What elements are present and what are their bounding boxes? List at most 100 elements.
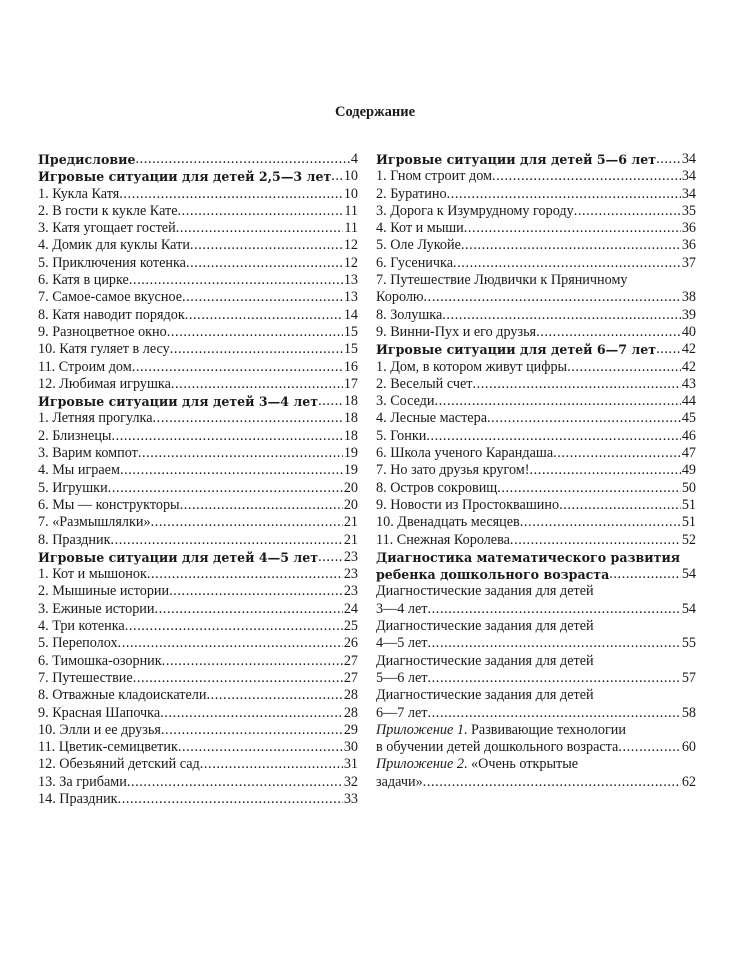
toc-entry[interactable]: 8. Остров сокровищ 50 bbox=[376, 480, 696, 497]
toc-entry[interactable]: 3. Дорога к Изумрудному городу 35 bbox=[376, 203, 696, 220]
toc-entry[interactable]: 6. Мы — конструкторы 20 bbox=[38, 497, 358, 514]
toc-entry[interactable]: 2. Буратино 34 bbox=[376, 186, 696, 203]
toc-entry[interactable]: 4. Лесные мастера 45 bbox=[376, 410, 696, 427]
toc-entry[interactable]: 11. Снежная Королева 52 bbox=[376, 532, 696, 549]
dot-leader bbox=[160, 705, 343, 722]
toc-line: 7. Самое-самое вкусное 13 bbox=[38, 289, 358, 306]
page-number: 42 bbox=[681, 358, 696, 375]
toc-entry[interactable]: 8. Отважные кладоискатели 28 bbox=[38, 687, 358, 704]
toc-entry[interactable]: 5. Игрушки 20 bbox=[38, 480, 358, 497]
toc-entry[interactable]: 9. Винни-Пух и его друзья 40 bbox=[376, 324, 696, 341]
toc-entry[interactable]: 7. Путешествие Людвички к Пряничному Коро… bbox=[376, 272, 696, 307]
toc-entry[interactable]: 4. Мы играем 19 bbox=[38, 462, 358, 479]
toc-entry[interactable]: 1. Гном строит дом 34 bbox=[376, 168, 696, 185]
toc-entry[interactable]: 10. Двенадцать месяцев 51 bbox=[376, 514, 696, 531]
toc-entry[interactable]: Диагностические задания для детей 5—6 лет… bbox=[376, 653, 696, 688]
toc-entry[interactable]: 7. Путешествие 27 bbox=[38, 670, 358, 687]
toc-entry[interactable]: 3. Ежиные истории 24 bbox=[38, 601, 358, 618]
entry-title: 5. Оле Лукойе bbox=[376, 237, 461, 254]
toc-entry[interactable]: Диагностические задания для детей 3—4 лет… bbox=[376, 583, 696, 618]
toc-entry[interactable]: 10. Элли и ее друзья 29 bbox=[38, 722, 358, 739]
toc-entry[interactable]: 8. Катя наводит порядок 14 bbox=[38, 307, 358, 324]
toc-entry[interactable]: 5. Гонки 46 bbox=[376, 428, 696, 445]
entry-title-text: 3. Катя угощает гостей bbox=[38, 220, 176, 237]
toc-entry[interactable]: 9. Красная Шапочка 28 bbox=[38, 705, 358, 722]
toc-entry[interactable]: 8. Золушка 39 bbox=[376, 307, 696, 324]
entry-title-text: . Развивающие технологии bbox=[463, 721, 626, 738]
toc-entry[interactable]: 13. За грибами 32 bbox=[38, 774, 358, 791]
toc-entry[interactable]: Диагностические задания для детей 4—5 лет… bbox=[376, 618, 696, 653]
dot-leader bbox=[618, 739, 680, 756]
entry-title: 6. Катя в цирке bbox=[38, 272, 129, 289]
toc-entry[interactable]: 3. Соседи 44 bbox=[376, 393, 696, 410]
toc-entry[interactable]: 7. «Размышлялки» 21 bbox=[38, 514, 358, 531]
page-number: 20 bbox=[343, 496, 358, 513]
toc-line: Игровые ситуации для детей 2,5—3 лет 10 bbox=[38, 168, 358, 185]
entry-title-text: 1. Кот и мышонок bbox=[38, 566, 147, 583]
toc-section-entry[interactable]: Игровые ситуации для детей 2,5—3 лет 10 bbox=[38, 168, 358, 185]
toc-entry[interactable]: 2. Близнецы 18 bbox=[38, 428, 358, 445]
toc-line: 2. В гости к кукле Кате 11 bbox=[38, 203, 358, 220]
toc-entry[interactable]: Диагностические задания для детей 6—7 лет… bbox=[376, 687, 696, 722]
toc-entry[interactable]: 6. Тимошка-озорник 27 bbox=[38, 653, 358, 670]
toc-entry[interactable]: 11. Строим дом 16 bbox=[38, 359, 358, 376]
toc-entry[interactable]: 9. Разноцветное окно 15 bbox=[38, 324, 358, 341]
entry-title-text: 3. Ежиные истории bbox=[38, 600, 155, 617]
dot-leader bbox=[574, 203, 681, 220]
toc-entry[interactable]: 6. Школа ученого Карандаша 47 bbox=[376, 445, 696, 462]
toc-entry[interactable]: Приложение 1. Развивающие технологии в об… bbox=[376, 722, 696, 757]
toc-section-entry[interactable]: Предисловие 4 bbox=[38, 151, 358, 168]
toc-entry[interactable]: 12. Любимая игрушка 17 bbox=[38, 376, 358, 393]
toc-entry[interactable]: 2. Веселый счет 43 bbox=[376, 376, 696, 393]
toc-entry[interactable]: 1. Кукла Катя 10 bbox=[38, 186, 358, 203]
entry-title-text: 2. Буратино bbox=[376, 185, 447, 202]
toc-entry[interactable]: 5. Приключения котенка 12 bbox=[38, 255, 358, 272]
toc-entry[interactable]: 2. Мышиные истории 23 bbox=[38, 583, 358, 600]
dot-leader bbox=[567, 359, 681, 376]
toc-entry[interactable]: 2. В гости к кукле Кате 11 bbox=[38, 203, 358, 220]
entry-title-text: 7. Но зато друзья кругом! bbox=[376, 462, 530, 479]
entry-title: 5. Приключения котенка bbox=[38, 255, 186, 272]
entry-title-text: 1. Дом, в котором живут цифры bbox=[376, 358, 568, 375]
page-number: 58 bbox=[681, 704, 696, 721]
toc-entry[interactable]: 6. Катя в цирке 13 bbox=[38, 272, 358, 289]
toc-entry[interactable]: 3. Катя угощает гостей 11 bbox=[38, 220, 358, 237]
entry-title: 12. Любимая игрушка bbox=[38, 376, 171, 393]
toc-entry[interactable]: 1. Кот и мышонок 23 bbox=[38, 566, 358, 583]
toc-entry[interactable]: 5. Переполох 26 bbox=[38, 635, 358, 652]
entry-title: 13. За грибами bbox=[38, 774, 127, 791]
entry-title-continued: 6—7 лет bbox=[376, 704, 428, 721]
toc-section-entry[interactable]: Игровые ситуации для детей 4—5 лет 23 bbox=[38, 549, 358, 566]
toc-entry[interactable]: 7. Самое-самое вкусное 13 bbox=[38, 289, 358, 306]
toc-entry[interactable]: 8. Праздник 21 bbox=[38, 532, 358, 549]
toc-entry[interactable]: 11. Цветик-семицветик 30 bbox=[38, 739, 358, 756]
toc-line: 7. Путешествие 27 bbox=[38, 670, 358, 687]
page-number: 17 bbox=[343, 375, 358, 392]
toc-entry[interactable]: 9. Новости из Простоквашино 51 bbox=[376, 497, 696, 514]
toc-entry[interactable]: 5. Оле Лукойе 36 bbox=[376, 237, 696, 254]
toc-entry[interactable]: 6. Гусеничка 37 bbox=[376, 255, 696, 272]
entry-title: 6. Гусеничка bbox=[376, 255, 453, 272]
toc-section-entry[interactable]: Игровые ситуации для детей 5—6 лет 34 bbox=[376, 151, 696, 168]
toc-section-entry[interactable]: Диагностика математического развития ребе… bbox=[376, 549, 696, 584]
toc-entry[interactable]: 4. Кот и мыши 36 bbox=[376, 220, 696, 237]
toc-section-entry[interactable]: Игровые ситуации для детей 6—7 лет 42 bbox=[376, 341, 696, 358]
page-number: 57 bbox=[681, 669, 696, 686]
toc-entry[interactable]: 7. Но зато друзья кругом! 49 bbox=[376, 462, 696, 479]
toc-entry[interactable]: 4. Три котенка 25 bbox=[38, 618, 358, 635]
toc-section-entry[interactable]: Игровые ситуации для детей 3—4 лет 18 bbox=[38, 393, 358, 410]
toc-entry[interactable]: 4. Домик для куклы Кати 12 bbox=[38, 237, 358, 254]
toc-entry[interactable]: 1. Дом, в котором живут цифры 42 bbox=[376, 359, 696, 376]
dot-leader bbox=[119, 186, 343, 203]
toc-entry[interactable]: 10. Катя гуляет в лесу 15 bbox=[38, 341, 358, 358]
toc-entry[interactable]: 3. Варим компот 19 bbox=[38, 445, 358, 462]
toc-line: Предисловие 4 bbox=[38, 151, 358, 168]
toc-line: 5. Гонки 46 bbox=[376, 428, 696, 445]
toc-entry[interactable]: 12. Обезьяний детский сад 31 bbox=[38, 756, 358, 773]
toc-entry[interactable]: 14. Праздник 33 bbox=[38, 791, 358, 808]
entry-title: 9. Разноцветное окно bbox=[38, 324, 167, 341]
entry-title-text: Диагностические задания для детей bbox=[376, 687, 594, 704]
entry-title: 2. Мышиные истории bbox=[38, 583, 169, 600]
toc-entry[interactable]: 1. Летняя прогулка 18 bbox=[38, 410, 358, 427]
